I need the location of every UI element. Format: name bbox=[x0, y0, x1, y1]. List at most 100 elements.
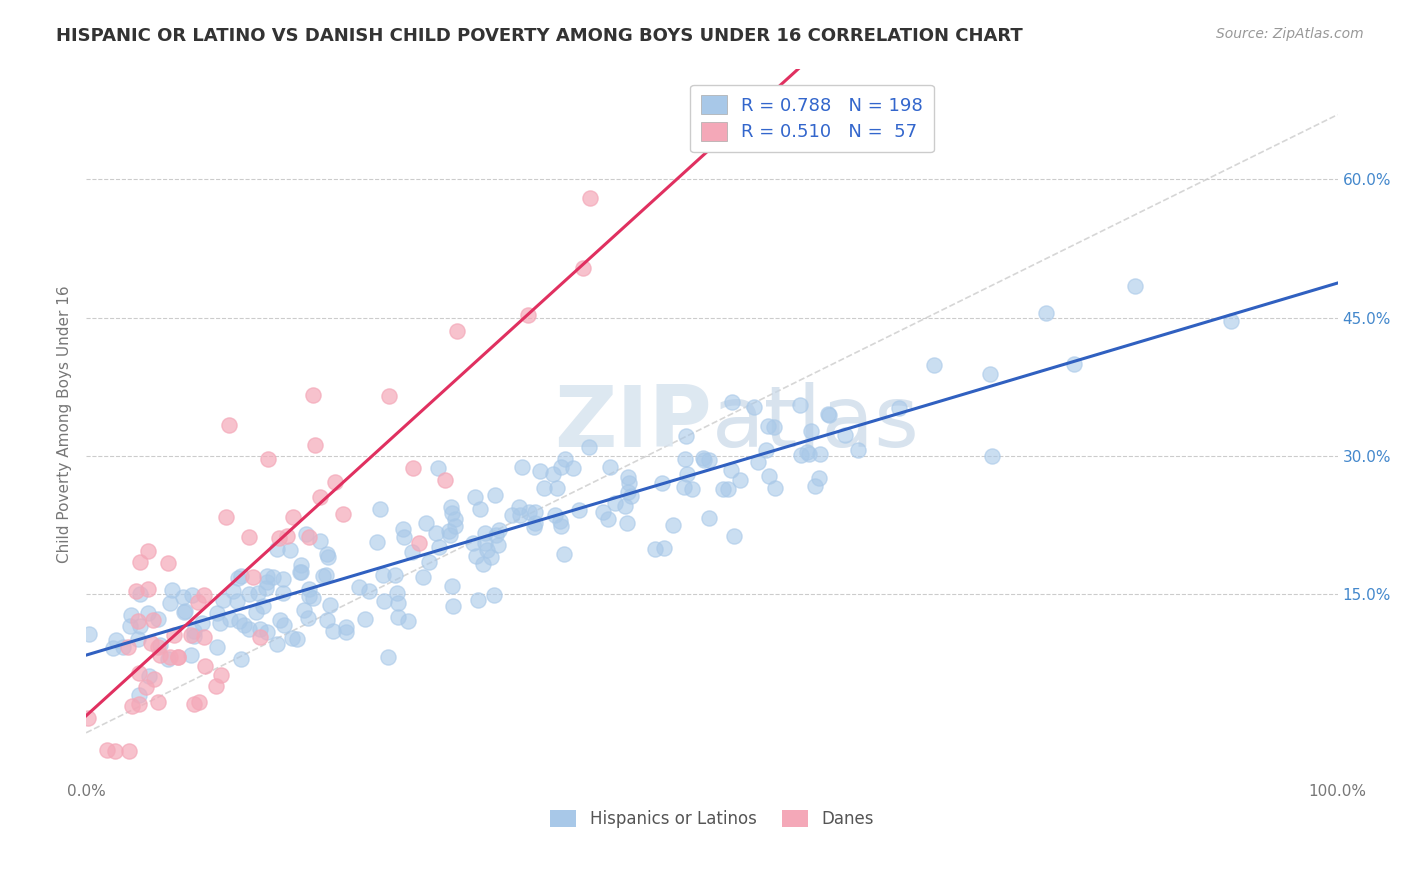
Point bbox=[979, 367, 1001, 381]
Point bbox=[308, 533, 330, 548]
Point bbox=[619, 476, 641, 491]
Point bbox=[617, 470, 640, 484]
Point bbox=[335, 624, 357, 639]
Point bbox=[697, 453, 720, 467]
Point bbox=[297, 589, 319, 603]
Point bbox=[723, 529, 745, 543]
Point bbox=[290, 565, 312, 579]
Point bbox=[747, 455, 769, 469]
Point bbox=[440, 579, 463, 593]
Point bbox=[166, 650, 188, 665]
Point bbox=[652, 541, 675, 555]
Point bbox=[461, 536, 484, 550]
Point bbox=[167, 650, 190, 665]
Point bbox=[148, 695, 170, 709]
Point bbox=[479, 549, 502, 564]
Point bbox=[387, 586, 409, 600]
Point bbox=[142, 613, 165, 627]
Point bbox=[550, 514, 572, 528]
Point bbox=[245, 605, 267, 619]
Point bbox=[323, 475, 346, 489]
Point bbox=[128, 688, 150, 702]
Point bbox=[605, 496, 627, 510]
Point bbox=[592, 505, 614, 519]
Point bbox=[269, 531, 291, 545]
Point bbox=[173, 605, 195, 619]
Point bbox=[172, 591, 194, 605]
Point bbox=[790, 448, 813, 462]
Point bbox=[276, 529, 298, 543]
Point bbox=[553, 548, 575, 562]
Point bbox=[136, 543, 159, 558]
Point bbox=[232, 618, 254, 632]
Point bbox=[758, 469, 780, 483]
Point bbox=[163, 627, 186, 641]
Point bbox=[332, 507, 354, 521]
Point bbox=[187, 595, 209, 609]
Point bbox=[651, 476, 673, 491]
Point bbox=[290, 558, 312, 572]
Point bbox=[247, 586, 270, 600]
Point bbox=[546, 481, 568, 495]
Point bbox=[368, 502, 391, 516]
Point bbox=[125, 584, 148, 599]
Point bbox=[121, 698, 143, 713]
Point bbox=[508, 500, 530, 514]
Point bbox=[711, 482, 734, 496]
Point bbox=[117, 640, 139, 655]
Point bbox=[271, 586, 294, 600]
Point bbox=[174, 603, 197, 617]
Point bbox=[183, 697, 205, 711]
Point bbox=[103, 640, 125, 655]
Point bbox=[127, 632, 149, 647]
Point bbox=[138, 606, 160, 620]
Point bbox=[77, 711, 100, 725]
Point bbox=[384, 568, 406, 582]
Legend: Hispanics or Latinos, Danes: Hispanics or Latinos, Danes bbox=[543, 803, 880, 835]
Point bbox=[661, 518, 683, 533]
Point bbox=[468, 502, 491, 516]
Point bbox=[212, 592, 235, 607]
Point bbox=[129, 555, 152, 569]
Point bbox=[804, 479, 827, 493]
Point bbox=[675, 467, 697, 481]
Point bbox=[467, 593, 489, 607]
Point bbox=[516, 308, 538, 322]
Point bbox=[290, 565, 312, 579]
Point bbox=[315, 613, 337, 627]
Point bbox=[524, 516, 547, 530]
Point bbox=[474, 526, 496, 541]
Point bbox=[392, 530, 415, 544]
Point bbox=[226, 570, 249, 584]
Point bbox=[681, 482, 703, 496]
Point bbox=[561, 460, 583, 475]
Point bbox=[295, 527, 318, 541]
Point bbox=[796, 445, 818, 459]
Point bbox=[193, 588, 215, 602]
Point bbox=[96, 743, 118, 757]
Point bbox=[817, 407, 839, 421]
Point bbox=[128, 697, 150, 711]
Point bbox=[387, 610, 409, 624]
Point bbox=[128, 587, 150, 601]
Point bbox=[568, 503, 591, 517]
Point bbox=[249, 630, 271, 644]
Point bbox=[550, 519, 572, 533]
Point bbox=[222, 584, 245, 599]
Point bbox=[135, 680, 157, 694]
Point bbox=[129, 619, 152, 633]
Point bbox=[488, 538, 510, 552]
Point bbox=[183, 624, 205, 638]
Point bbox=[697, 510, 720, 524]
Point bbox=[238, 622, 260, 636]
Point bbox=[554, 451, 576, 466]
Point bbox=[238, 530, 260, 544]
Point bbox=[446, 325, 468, 339]
Point bbox=[104, 744, 127, 758]
Point bbox=[205, 640, 228, 654]
Point bbox=[238, 587, 260, 601]
Point bbox=[298, 530, 321, 544]
Point bbox=[209, 668, 232, 682]
Point bbox=[138, 668, 160, 682]
Point bbox=[720, 463, 742, 477]
